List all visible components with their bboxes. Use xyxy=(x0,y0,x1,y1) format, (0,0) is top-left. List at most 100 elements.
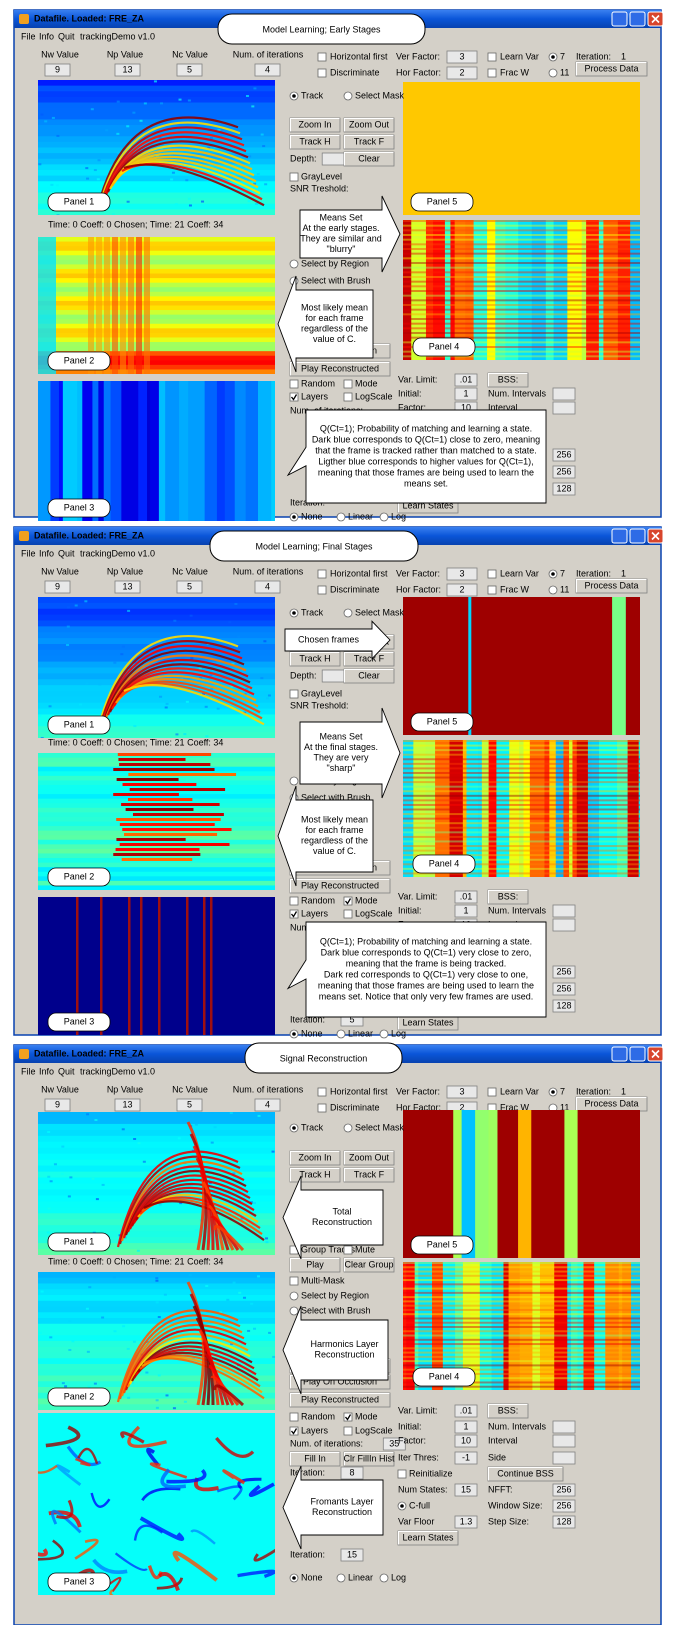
checkbox[interactable] xyxy=(487,569,497,579)
text-field[interactable] xyxy=(552,401,576,415)
text-field[interactable] xyxy=(382,1437,406,1451)
radio-button[interactable] xyxy=(548,585,558,595)
text-field[interactable] xyxy=(552,965,576,979)
text-field[interactable] xyxy=(552,1451,576,1465)
checkbox[interactable] xyxy=(343,1426,353,1436)
text-field[interactable] xyxy=(454,904,478,918)
text-field[interactable] xyxy=(254,580,281,594)
checkbox[interactable] xyxy=(289,1426,299,1436)
text-field[interactable] xyxy=(114,580,141,594)
radio-button[interactable] xyxy=(343,91,353,101)
radio-button[interactable] xyxy=(379,1573,389,1583)
window-button[interactable] xyxy=(611,528,628,544)
checkbox[interactable] xyxy=(289,1412,299,1422)
button-label: Clear xyxy=(358,670,380,680)
checkbox[interactable] xyxy=(289,392,299,402)
radio-button[interactable] xyxy=(343,1123,353,1133)
text-field[interactable] xyxy=(44,63,71,77)
checkbox[interactable] xyxy=(487,68,497,78)
text-field[interactable] xyxy=(44,580,71,594)
pixel-block xyxy=(86,177,90,180)
checkbox[interactable] xyxy=(289,172,299,182)
window-button[interactable] xyxy=(629,11,646,27)
checkbox[interactable] xyxy=(317,569,327,579)
pixel-block xyxy=(92,381,100,521)
text-field[interactable] xyxy=(552,918,576,932)
checkbox[interactable] xyxy=(343,1412,353,1422)
text-field[interactable] xyxy=(254,63,281,77)
text-field[interactable] xyxy=(114,1098,141,1112)
radio-button[interactable] xyxy=(379,512,389,522)
radio-button[interactable] xyxy=(548,68,558,78)
checkbox[interactable] xyxy=(289,896,299,906)
radio-button[interactable] xyxy=(336,1573,346,1583)
text-field[interactable] xyxy=(454,1434,478,1448)
radio-button[interactable] xyxy=(336,512,346,522)
text-field[interactable] xyxy=(552,482,576,496)
radio-button[interactable] xyxy=(289,1306,299,1316)
text-field[interactable] xyxy=(44,1098,71,1112)
checkbox[interactable] xyxy=(343,379,353,389)
checkbox[interactable] xyxy=(289,909,299,919)
text-field[interactable] xyxy=(446,583,478,597)
radio-button[interactable] xyxy=(336,1029,346,1039)
checkbox[interactable] xyxy=(343,896,353,906)
text-field[interactable] xyxy=(454,1451,478,1465)
checkbox[interactable] xyxy=(317,1087,327,1097)
radio-button[interactable] xyxy=(379,1029,389,1039)
text-field[interactable] xyxy=(446,66,478,80)
checkbox[interactable] xyxy=(487,1087,497,1097)
checkbox[interactable] xyxy=(317,1103,327,1113)
window-button[interactable] xyxy=(629,528,646,544)
text-field[interactable] xyxy=(454,1420,478,1434)
text-field[interactable] xyxy=(552,387,576,401)
text-field[interactable] xyxy=(454,1515,478,1529)
text-field[interactable] xyxy=(176,63,203,77)
text-field[interactable] xyxy=(176,1098,203,1112)
text-field[interactable] xyxy=(446,1085,478,1099)
text-field[interactable] xyxy=(454,373,478,387)
checkbox[interactable] xyxy=(317,52,327,62)
text-field[interactable] xyxy=(254,1098,281,1112)
text-field[interactable] xyxy=(454,1483,478,1497)
checkbox[interactable] xyxy=(289,1276,299,1286)
checkbox[interactable] xyxy=(397,1469,407,1479)
text-field[interactable] xyxy=(454,890,478,904)
text-field[interactable] xyxy=(454,1404,478,1418)
text-field[interactable] xyxy=(176,580,203,594)
text-field[interactable] xyxy=(340,1466,364,1480)
text-field[interactable] xyxy=(446,567,478,581)
checkbox[interactable] xyxy=(289,379,299,389)
window-button[interactable] xyxy=(611,11,628,27)
text-field[interactable] xyxy=(552,1515,576,1529)
text-field[interactable] xyxy=(552,982,576,996)
window-button[interactable] xyxy=(629,1046,646,1062)
window-button[interactable] xyxy=(611,1046,628,1062)
radio-button[interactable] xyxy=(289,259,299,269)
checkbox[interactable] xyxy=(317,68,327,78)
text-field[interactable] xyxy=(552,999,576,1013)
text-field[interactable] xyxy=(552,1434,576,1448)
text-field[interactable] xyxy=(552,1483,576,1497)
text-field[interactable] xyxy=(321,152,345,166)
checkbox[interactable] xyxy=(343,909,353,919)
text-field[interactable] xyxy=(446,50,478,64)
checkbox[interactable] xyxy=(487,585,497,595)
checkbox[interactable] xyxy=(487,52,497,62)
text-field[interactable] xyxy=(552,904,576,918)
text-field[interactable] xyxy=(552,465,576,479)
checkbox[interactable] xyxy=(343,1245,353,1255)
checkbox[interactable] xyxy=(289,689,299,699)
text-field[interactable] xyxy=(321,669,345,683)
text-field[interactable] xyxy=(552,1499,576,1513)
text-field[interactable] xyxy=(552,1420,576,1434)
radio-button[interactable] xyxy=(343,608,353,618)
text-field[interactable] xyxy=(552,448,576,462)
checkbox[interactable] xyxy=(343,392,353,402)
radio-button[interactable] xyxy=(289,776,299,786)
radio-button[interactable] xyxy=(289,1291,299,1301)
checkbox[interactable] xyxy=(317,585,327,595)
text-field[interactable] xyxy=(454,387,478,401)
text-field[interactable] xyxy=(114,63,141,77)
text-field[interactable] xyxy=(340,1548,364,1562)
